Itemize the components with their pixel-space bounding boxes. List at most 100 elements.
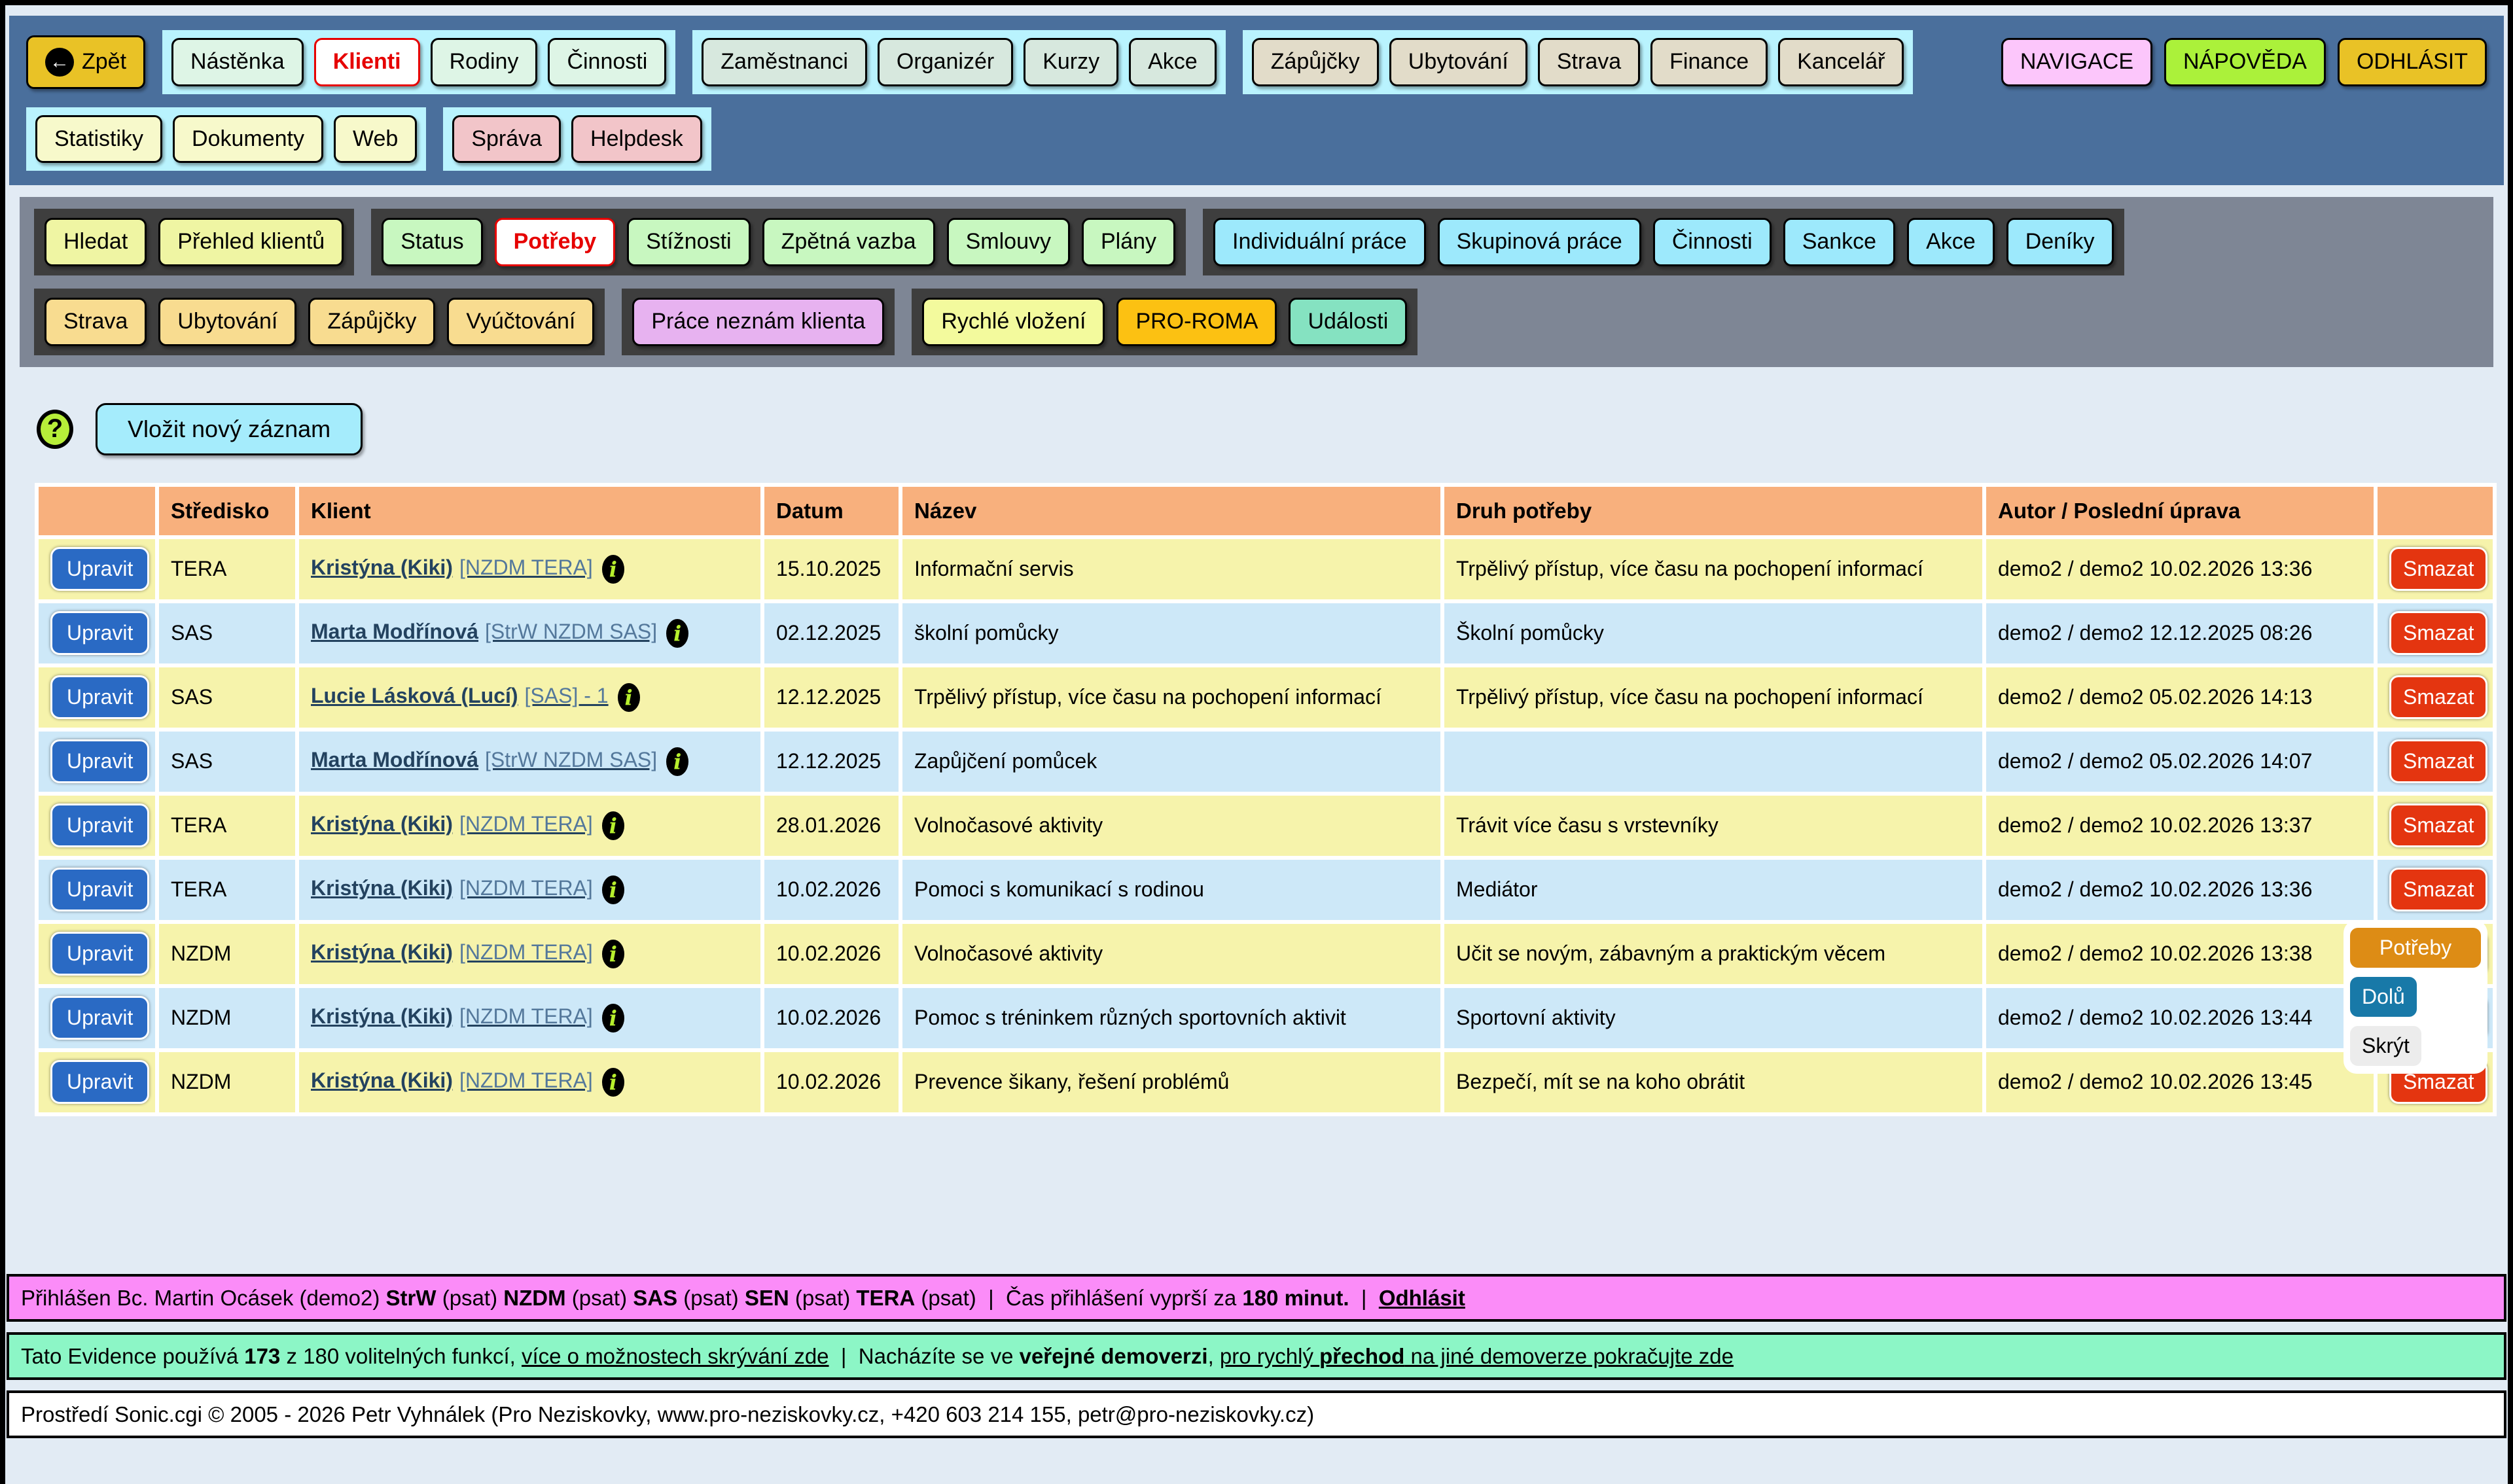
tab-status[interactable]: Status bbox=[382, 218, 483, 267]
tab-smlouvy[interactable]: Smlouvy bbox=[946, 218, 1070, 267]
popup-skryt-button[interactable]: Skrýt bbox=[2350, 1025, 2421, 1066]
tab-hledat[interactable]: Hledat bbox=[45, 218, 147, 267]
header-datum: Datum bbox=[764, 486, 899, 535]
tab-sankce[interactable]: Sankce bbox=[1783, 218, 1896, 267]
tab-zpetna-vazba[interactable]: Zpětná vazba bbox=[762, 218, 935, 267]
info-icon[interactable]: i bbox=[601, 554, 624, 584]
nav-zamestnanci[interactable]: Zaměstnanci bbox=[702, 38, 867, 86]
tab-stiznosti[interactable]: Stížnosti bbox=[627, 218, 751, 267]
client-sub-navigation: Hledat Přehled klientů Status Potřeby St… bbox=[20, 197, 2493, 367]
nazev-cell: Pomoci s komunikací s rodinou bbox=[902, 859, 1440, 920]
nav-strava[interactable]: Strava bbox=[1537, 38, 1641, 86]
nav-nastenka[interactable]: Nástěnka bbox=[171, 38, 304, 86]
tab-udalosti[interactable]: Události bbox=[1289, 298, 1408, 346]
nav-kurzy[interactable]: Kurzy bbox=[1024, 38, 1119, 86]
tab-deniky[interactable]: Deníky bbox=[2006, 218, 2114, 267]
sonic-link[interactable]: Sonic.cgi bbox=[115, 1402, 202, 1427]
client-link[interactable]: Lucie Lásková (Lucí) [SAS] - 1 bbox=[311, 684, 609, 707]
client-link[interactable]: Kristýna (Kiki) [NZDM TERA] bbox=[311, 1004, 593, 1028]
delete-button[interactable]: Smazat bbox=[2389, 675, 2488, 720]
edit-button[interactable]: Upravit bbox=[50, 868, 150, 912]
edit-button[interactable]: Upravit bbox=[50, 739, 150, 784]
tab-strava[interactable]: Strava bbox=[45, 298, 147, 346]
tab-vyuctovani[interactable]: Vyúčtování bbox=[447, 298, 595, 346]
info-icon[interactable]: i bbox=[601, 875, 624, 904]
nav-zapujcky[interactable]: Zápůjčky bbox=[1251, 38, 1379, 86]
info-icon[interactable]: i bbox=[666, 747, 689, 776]
popup-dolu-button[interactable]: Dolů bbox=[2350, 976, 2417, 1017]
nav-dokumenty[interactable]: Dokumenty bbox=[173, 115, 324, 164]
subnav-group-work: Individuální práce Skupinová práce Činno… bbox=[1203, 209, 2124, 276]
client-link[interactable]: Marta Modřínová [StrW NZDM SAS] bbox=[311, 748, 657, 771]
tab-cinnosti[interactable]: Činnosti bbox=[1652, 218, 1772, 267]
odhlasit-button[interactable]: ODHLÁSIT bbox=[2337, 38, 2487, 86]
tab-potreby-active[interactable]: Potřeby bbox=[494, 218, 616, 267]
info-icon[interactable]: i bbox=[601, 1067, 624, 1097]
tab-pro-roma[interactable]: PRO-ROMA bbox=[1116, 298, 1277, 346]
logout-link[interactable]: Odhlásit bbox=[1378, 1285, 1465, 1310]
edit-button[interactable]: Upravit bbox=[50, 804, 150, 848]
main-navigation: ← Zpět Nástěnka Klienti Rodiny Činnosti Z… bbox=[9, 16, 2504, 186]
website-link[interactable]: www.pro-neziskovky.cz bbox=[657, 1402, 880, 1427]
client-link[interactable]: Kristýna (Kiki) [NZDM TERA] bbox=[311, 876, 593, 900]
main-nav-row-2: Statistiky Dokumenty Web Správa Helpdesk bbox=[26, 107, 2487, 171]
client-link[interactable]: Marta Modřínová [StrW NZDM SAS] bbox=[311, 620, 657, 643]
edit-button[interactable]: Upravit bbox=[50, 996, 150, 1040]
datum-cell: 02.12.2025 bbox=[764, 603, 899, 663]
help-icon[interactable]: ? bbox=[37, 409, 73, 449]
nav-statistiky[interactable]: Statistiky bbox=[35, 115, 163, 164]
client-link[interactable]: Kristýna (Kiki) [NZDM TERA] bbox=[311, 556, 593, 579]
popup-potreby-button[interactable]: Potřeby bbox=[2350, 927, 2481, 968]
edit-button[interactable]: Upravit bbox=[50, 675, 150, 720]
nav-cinnosti[interactable]: Činnosti bbox=[548, 38, 667, 86]
info-icon[interactable]: i bbox=[617, 682, 640, 712]
info-icon[interactable]: i bbox=[601, 1003, 624, 1033]
nav-ubytovani[interactable]: Ubytování bbox=[1389, 38, 1527, 86]
edit-button[interactable]: Upravit bbox=[50, 547, 150, 592]
client-link[interactable]: Kristýna (Kiki) [NZDM TERA] bbox=[311, 940, 593, 964]
napoveda-button[interactable]: NÁPOVĚDA bbox=[2164, 38, 2326, 86]
tab-rychle-vlozeni[interactable]: Rychlé vložení bbox=[922, 298, 1105, 346]
tab-individualni-prace[interactable]: Individuální práce bbox=[1213, 218, 1426, 267]
tab-zapujcky[interactable]: Zápůjčky bbox=[308, 298, 436, 346]
demo-switch-link[interactable]: pro rychlý přechod na jiné demoverze pok… bbox=[1219, 1343, 1734, 1368]
datum-cell: 12.12.2025 bbox=[764, 667, 899, 728]
email-link[interactable]: petr@pro-neziskovky.cz bbox=[1077, 1402, 1308, 1427]
delete-button[interactable]: Smazat bbox=[2389, 739, 2488, 784]
delete-button[interactable]: Smazat bbox=[2389, 868, 2488, 912]
client-link[interactable]: Kristýna (Kiki) [NZDM TERA] bbox=[311, 812, 593, 836]
edit-button[interactable]: Upravit bbox=[50, 611, 150, 656]
nav-finance[interactable]: Finance bbox=[1650, 38, 1768, 86]
edit-button[interactable]: Upravit bbox=[50, 1060, 150, 1104]
delete-button[interactable]: Smazat bbox=[2389, 547, 2488, 592]
nav-akce[interactable]: Akce bbox=[1129, 38, 1217, 86]
nav-web[interactable]: Web bbox=[334, 115, 418, 164]
subnav-group-search: Hledat Přehled klientů bbox=[34, 209, 355, 276]
insert-new-record-button[interactable]: Vložit nový záznam bbox=[96, 402, 363, 455]
navigace-button[interactable]: NAVIGACE bbox=[2001, 38, 2152, 86]
hiding-options-link[interactable]: více o možnostech skrývání zde bbox=[521, 1343, 829, 1368]
info-icon[interactable]: i bbox=[666, 618, 689, 648]
tab-ubytovani[interactable]: Ubytování bbox=[158, 298, 297, 346]
delete-button[interactable]: Smazat bbox=[2389, 611, 2488, 656]
autor-cell: demo2 / demo2 10.02.2026 13:44 bbox=[1986, 987, 2374, 1048]
nav-helpdesk[interactable]: Helpdesk bbox=[571, 115, 702, 164]
client-name: Kristýna (Kiki) bbox=[311, 1069, 453, 1092]
tab-skupinova-prace[interactable]: Skupinová práce bbox=[1437, 218, 1641, 267]
nav-rodiny[interactable]: Rodiny bbox=[430, 38, 538, 86]
info-icon[interactable]: i bbox=[601, 939, 624, 968]
nav-kancelar[interactable]: Kancelář bbox=[1778, 38, 1904, 86]
client-link[interactable]: Kristýna (Kiki) [NZDM TERA] bbox=[311, 1069, 593, 1092]
nav-sprava[interactable]: Správa bbox=[452, 115, 561, 164]
tab-prehled-klientu[interactable]: Přehled klientů bbox=[158, 218, 344, 267]
nav-organizer[interactable]: Organizér bbox=[877, 38, 1014, 86]
back-button[interactable]: ← Zpět bbox=[26, 35, 146, 89]
tab-akce[interactable]: Akce bbox=[1907, 218, 1995, 267]
tab-plany[interactable]: Plány bbox=[1081, 218, 1176, 267]
nav-klienti-active[interactable]: Klienti bbox=[313, 38, 420, 86]
edit-button[interactable]: Upravit bbox=[50, 932, 150, 976]
delete-button[interactable]: Smazat bbox=[2389, 804, 2488, 848]
tab-prace-neznam-klienta[interactable]: Práce neznám klienta bbox=[632, 298, 885, 346]
info-icon[interactable]: i bbox=[601, 811, 624, 840]
client-name: Marta Modřínová bbox=[311, 620, 479, 643]
